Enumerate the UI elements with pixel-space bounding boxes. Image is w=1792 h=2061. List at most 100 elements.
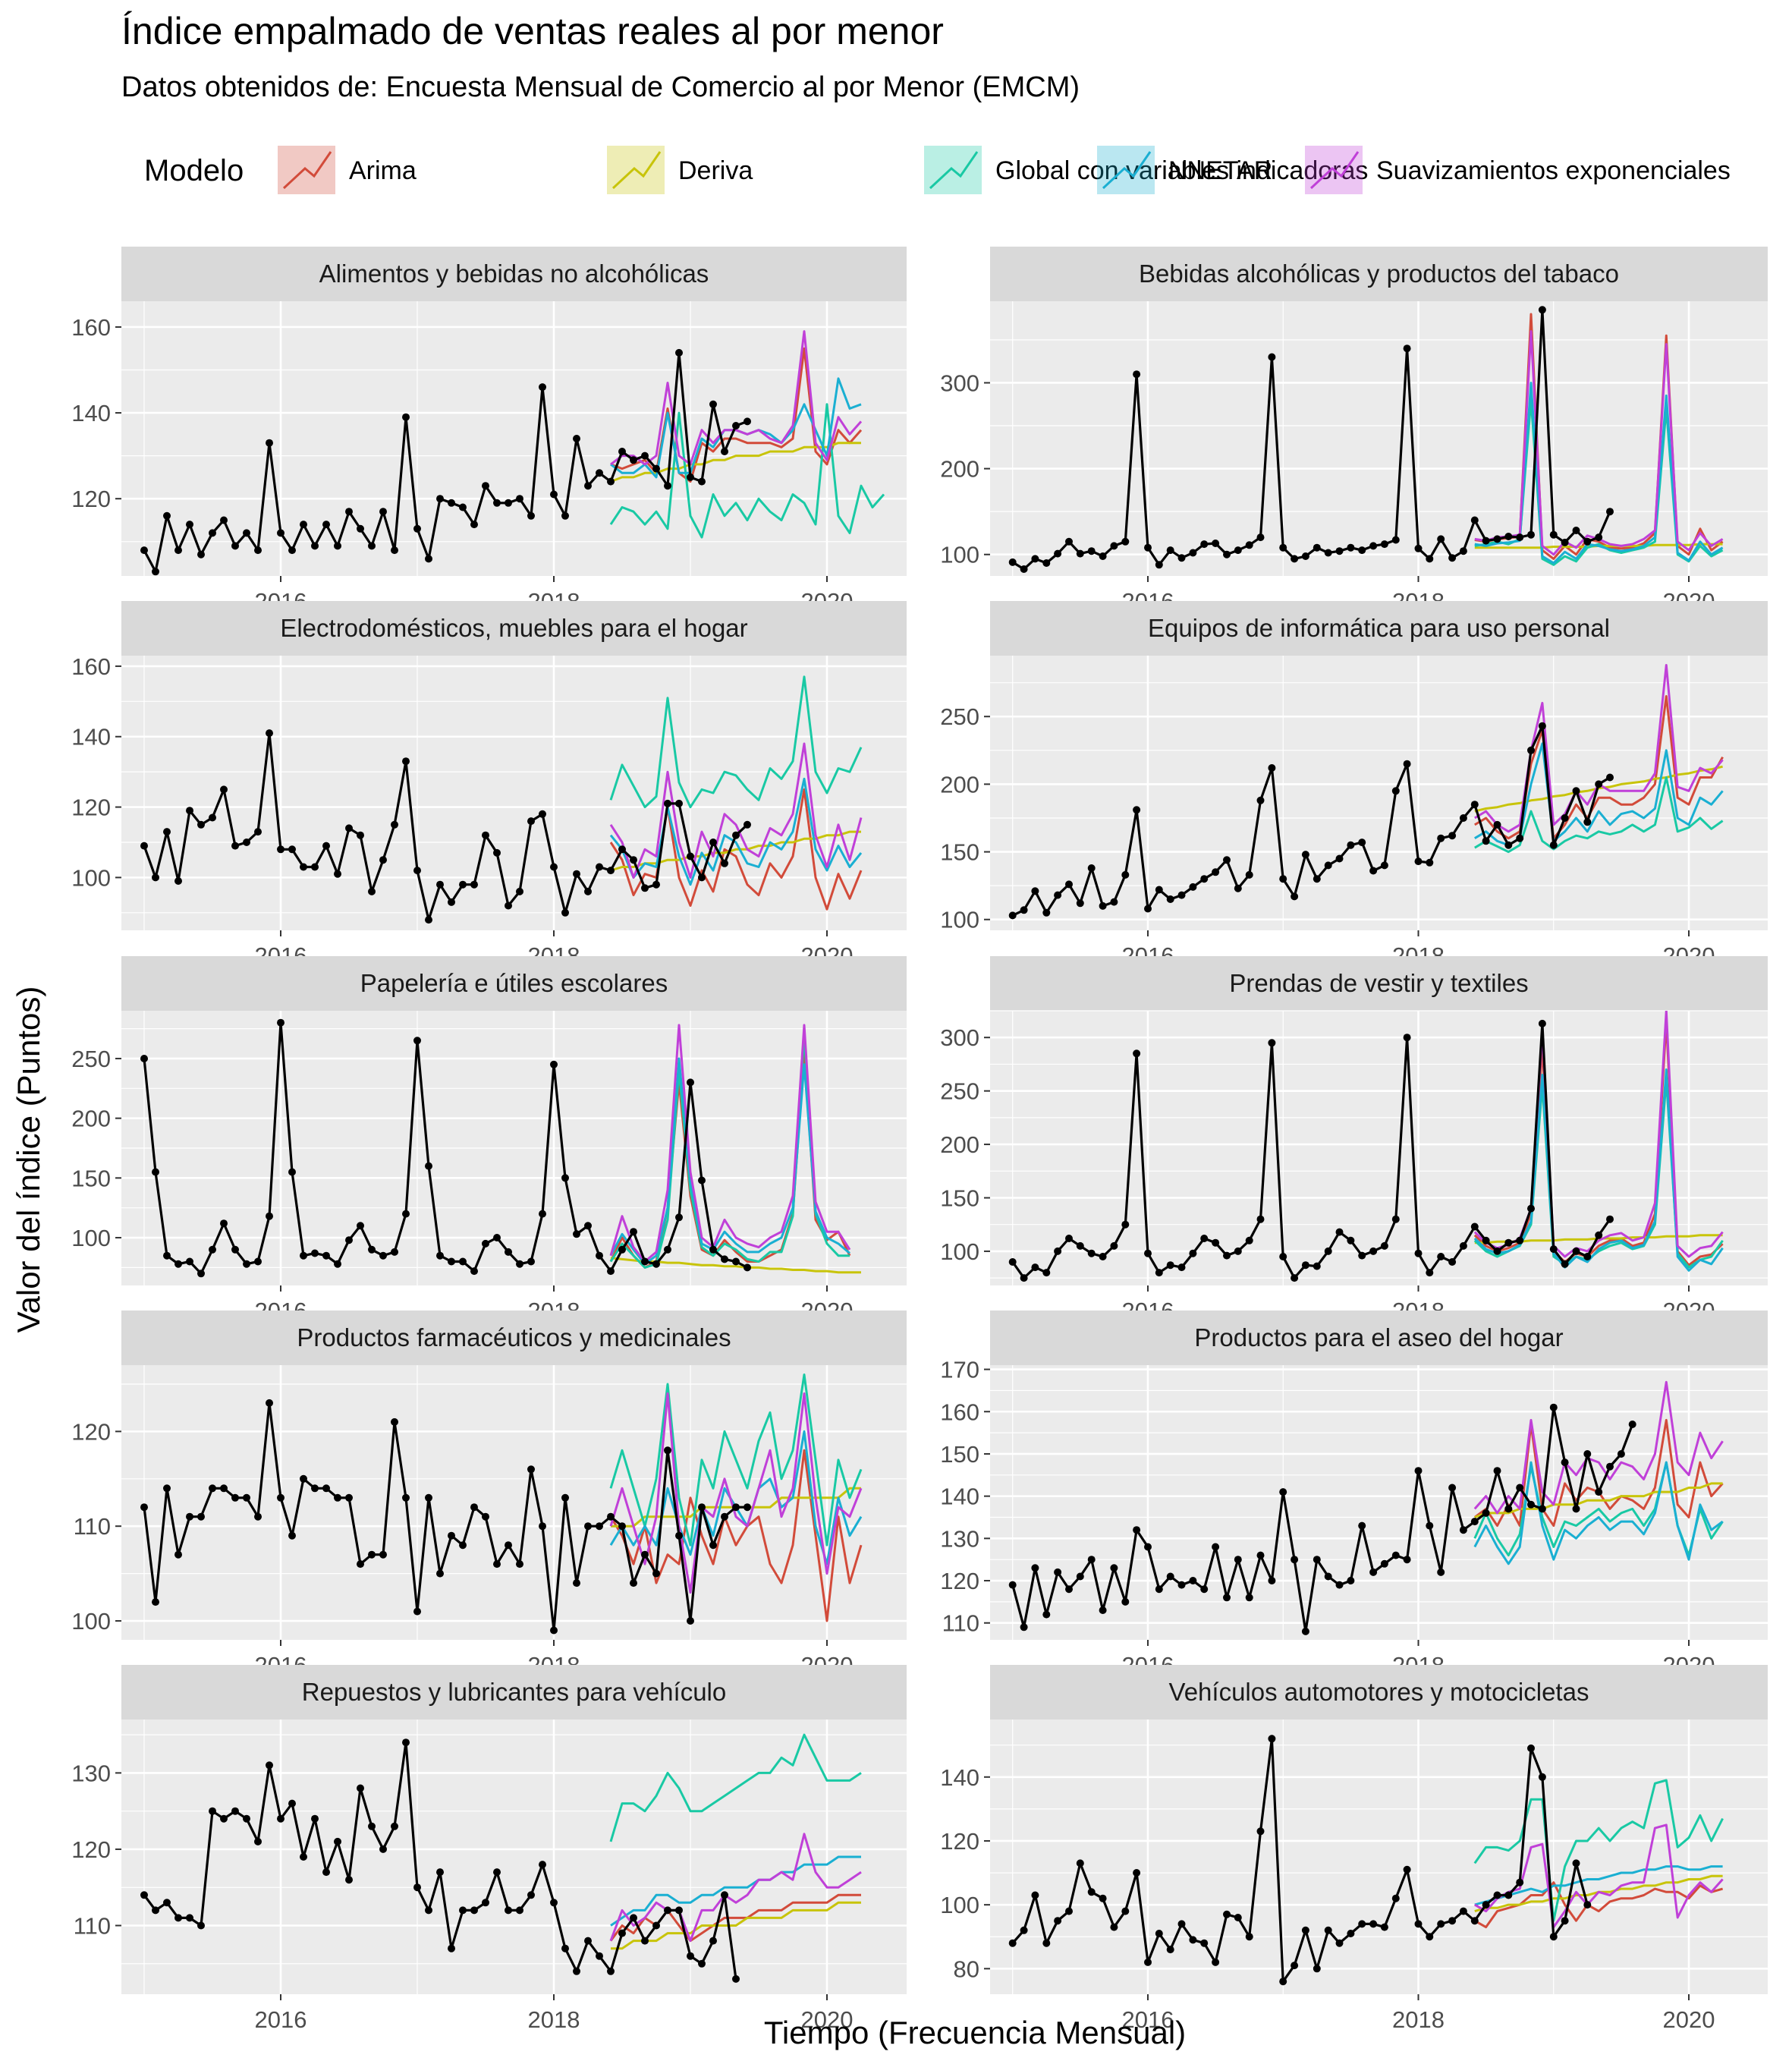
observed-point [1020, 1274, 1028, 1282]
observed-point [1042, 1939, 1051, 1947]
observed-point [1087, 1556, 1096, 1564]
legend-key-line [929, 151, 979, 190]
observed-point [721, 1255, 728, 1263]
y-tick-label: 200 [71, 1106, 111, 1132]
observed-point [1144, 1249, 1152, 1257]
observed-point [1391, 1894, 1400, 1902]
observed-point [550, 490, 558, 499]
observed-point [652, 464, 660, 473]
observed-point [1155, 1930, 1163, 1937]
observed-point [1245, 870, 1253, 879]
observed-point [425, 1162, 432, 1170]
observed-point [1291, 892, 1299, 901]
observed-point [243, 529, 250, 537]
y-tick-label: 80 [954, 1956, 979, 1982]
observed-point [209, 1484, 216, 1493]
chart-subtitle: Datos obtenidos de: Encuesta Mensual de … [121, 71, 1080, 103]
observed-point [402, 413, 410, 421]
observed-point [197, 550, 205, 559]
observed-point [1301, 851, 1309, 859]
observed-point [1031, 1263, 1039, 1272]
observed-point [539, 383, 546, 392]
legend-key-line [611, 151, 662, 190]
x-tick-label: 2016 [255, 2006, 307, 2033]
observed-point [1076, 549, 1084, 558]
observed-point [1042, 1269, 1051, 1277]
observed-point [357, 1222, 364, 1230]
observed-point [1583, 537, 1592, 546]
observed-point [1426, 1933, 1434, 1941]
observed-point [152, 1168, 159, 1176]
observed-point [630, 856, 637, 864]
forecast-line-global-con-variables-indicadoras [609, 1373, 863, 1547]
observed-point [1008, 1581, 1017, 1589]
observed-point [197, 1921, 205, 1930]
observed-point [1335, 547, 1344, 555]
observed-point [1347, 1930, 1355, 1937]
observed-point [1054, 891, 1062, 899]
observed-point [1279, 1253, 1287, 1260]
y-tick-label: 100 [940, 1892, 979, 1918]
observed-point [231, 1245, 239, 1254]
observed-point [174, 1550, 182, 1559]
observed-point [709, 839, 717, 846]
observed-point [470, 1503, 478, 1512]
observed-point [243, 839, 250, 846]
observed-point [1583, 1901, 1592, 1909]
y-tick-label: 140 [71, 400, 111, 426]
observed-point [288, 1531, 296, 1540]
observed-point [1065, 1907, 1073, 1915]
series-group [140, 330, 885, 576]
legend-label: Deriva [678, 156, 753, 185]
observed-point [1504, 1505, 1513, 1513]
observed-point [1065, 880, 1073, 889]
series-group [140, 1018, 861, 1278]
observed-point [630, 1228, 637, 1236]
observed-point [516, 887, 523, 895]
observed-point [197, 1512, 205, 1521]
x-tick-label: 2020 [801, 2006, 854, 2033]
observed-point [322, 842, 330, 850]
observed-point [1256, 1215, 1265, 1223]
y-tick-label: 200 [940, 456, 979, 483]
observed-point [254, 546, 262, 555]
y-tick-label: 250 [71, 1046, 111, 1072]
observed-point [1177, 1581, 1186, 1589]
observed-point [561, 1174, 569, 1182]
observed-point [1516, 1878, 1524, 1886]
observed-point [1403, 760, 1411, 768]
observed-point [732, 1503, 740, 1512]
forecast-line-nnetar [609, 777, 863, 886]
observed-point [1482, 536, 1490, 545]
observed-point [220, 1484, 228, 1493]
observed-point [413, 867, 421, 875]
observed-point [709, 1937, 717, 1945]
observed-point [1054, 1568, 1062, 1576]
observed-point [539, 1210, 546, 1218]
legend-item-suavizamientos-exponenciales: Suavizamientos exponenciales [1305, 146, 1731, 194]
observed-point [1020, 1623, 1028, 1631]
observed-point [1595, 780, 1603, 788]
y-tick-label: 100 [71, 864, 111, 891]
observed-point [1189, 1249, 1197, 1257]
observed-point [698, 1959, 706, 1968]
observed-point [1391, 536, 1400, 544]
observed-point [1076, 1241, 1084, 1250]
observed-point [1504, 1891, 1513, 1899]
observed-point [1155, 1585, 1163, 1594]
observed-point [1099, 1894, 1107, 1902]
observed-point [675, 1531, 683, 1540]
observed-point [140, 1891, 148, 1899]
observed-point [505, 901, 512, 910]
observed-line [1011, 1737, 1589, 1983]
observed-point [596, 1522, 603, 1531]
observed-point [288, 1168, 296, 1176]
observed-point [391, 1822, 398, 1830]
observed-point [596, 1251, 603, 1260]
observed-point [1189, 1577, 1197, 1584]
y-tick-label: 140 [940, 1764, 979, 1791]
observed-point [1223, 1251, 1231, 1260]
observed-point [698, 1176, 706, 1185]
observed-point [744, 1503, 751, 1512]
y-tick-label: 100 [71, 1608, 111, 1635]
